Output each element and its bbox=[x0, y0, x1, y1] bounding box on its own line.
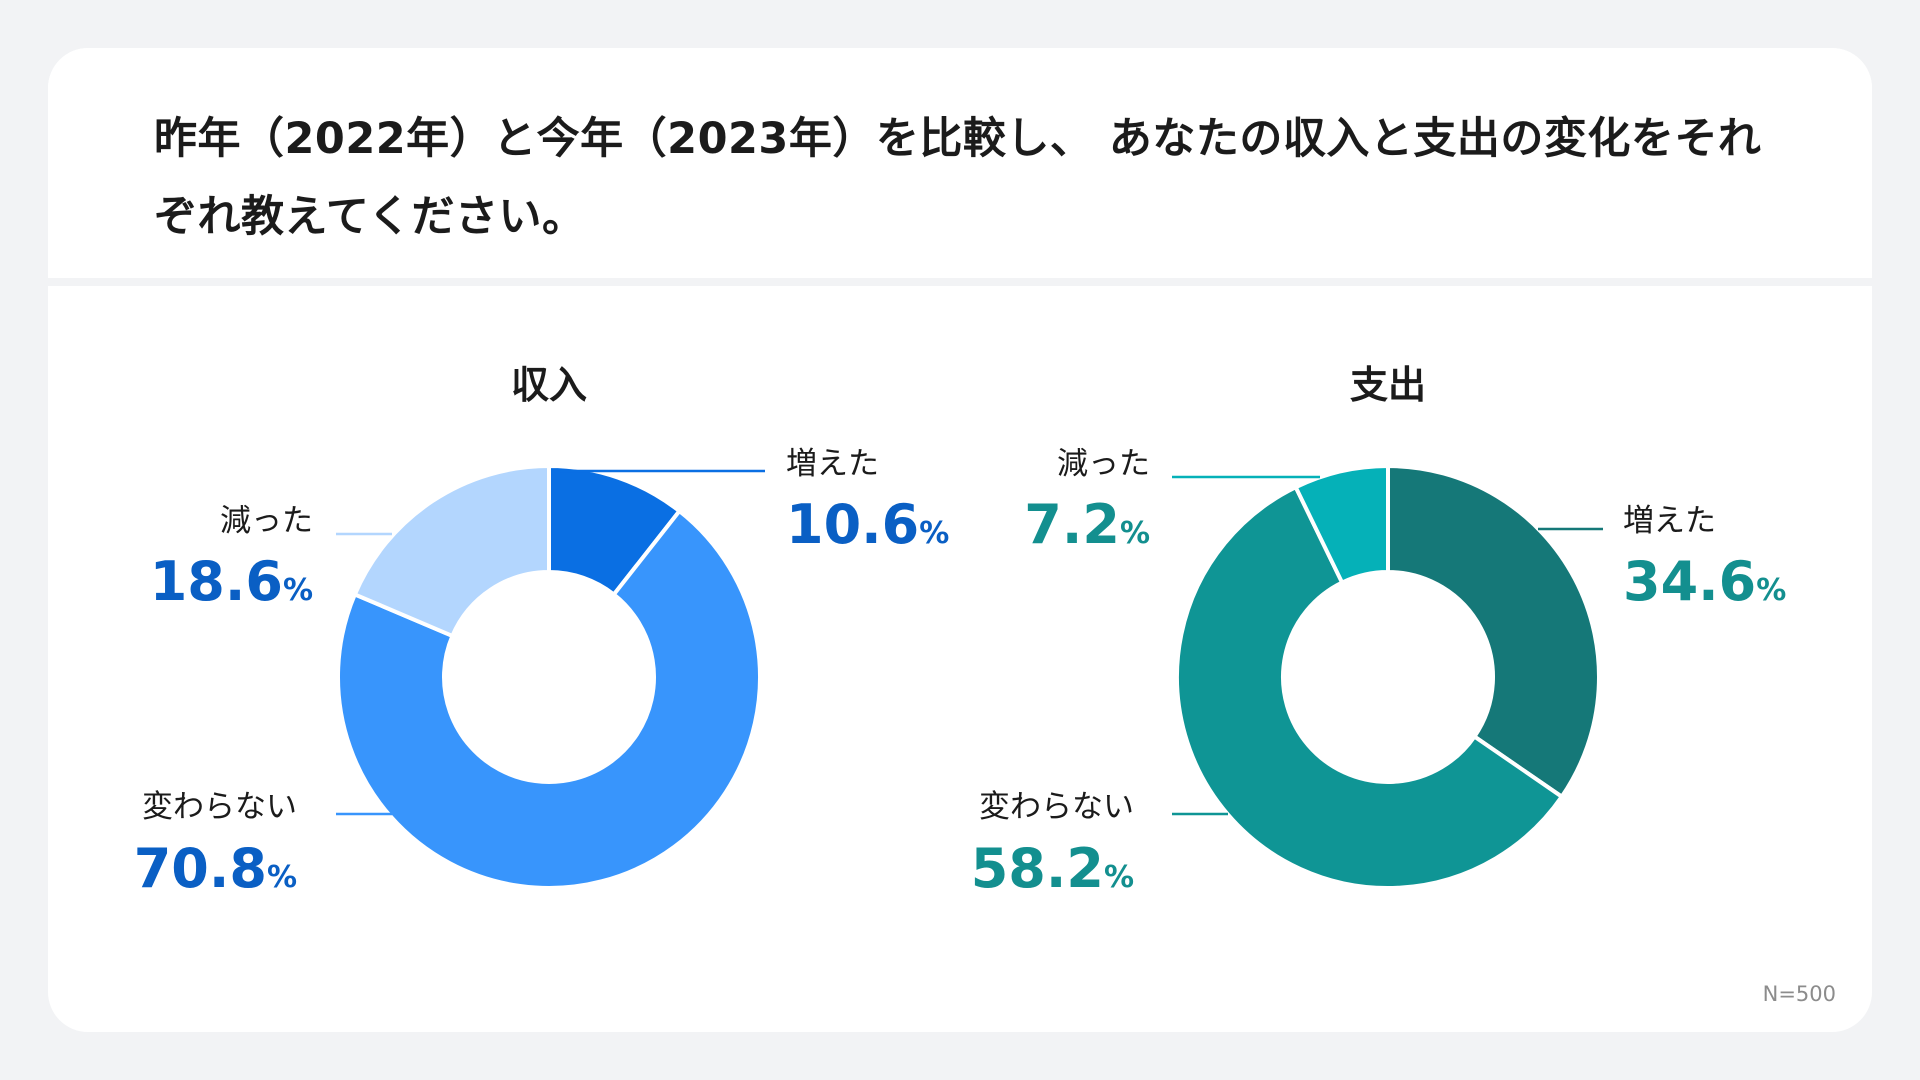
income-value-percent-1: % bbox=[267, 860, 297, 895]
expense-chart-title: 支出 bbox=[1350, 363, 1426, 407]
expense-category-label-2: 減った bbox=[1057, 446, 1150, 482]
expense-value-number-1: 58.2 bbox=[971, 837, 1104, 900]
expense-value-number-2: 7.2 bbox=[1024, 493, 1120, 556]
expense-value-percent-2: % bbox=[1120, 516, 1150, 551]
income-category-label-2: 減った bbox=[220, 503, 313, 539]
expense-value-label-1: 58.2% bbox=[971, 837, 1134, 900]
income-value-percent-0: % bbox=[919, 516, 949, 551]
income-value-number-2: 18.6 bbox=[150, 550, 283, 613]
income-category-label-0: 増えた bbox=[786, 446, 879, 482]
income-value-label-2: 18.6% bbox=[150, 550, 313, 613]
expense-category-label-0: 増えた bbox=[1623, 503, 1716, 539]
expense-value-percent-0: % bbox=[1756, 573, 1786, 608]
income-chart-title: 収入 bbox=[511, 363, 587, 407]
income-value-number-1: 70.8 bbox=[134, 837, 267, 900]
income-category-label-1: 変わらない bbox=[142, 789, 297, 825]
expense-category-label-1: 変わらない bbox=[979, 789, 1134, 825]
expense-value-number-0: 34.6 bbox=[1623, 550, 1756, 613]
income-value-percent-2: % bbox=[283, 573, 313, 608]
income-value-label-1: 70.8% bbox=[134, 837, 297, 900]
expense-value-percent-1: % bbox=[1104, 860, 1134, 895]
expense-value-label-2: 7.2% bbox=[1024, 493, 1150, 556]
income-value-number-0: 10.6 bbox=[786, 493, 919, 556]
income-value-label-0: 10.6% bbox=[786, 493, 949, 556]
expense-slice-0 bbox=[1388, 466, 1599, 797]
expense-value-label-0: 34.6% bbox=[1623, 550, 1786, 613]
